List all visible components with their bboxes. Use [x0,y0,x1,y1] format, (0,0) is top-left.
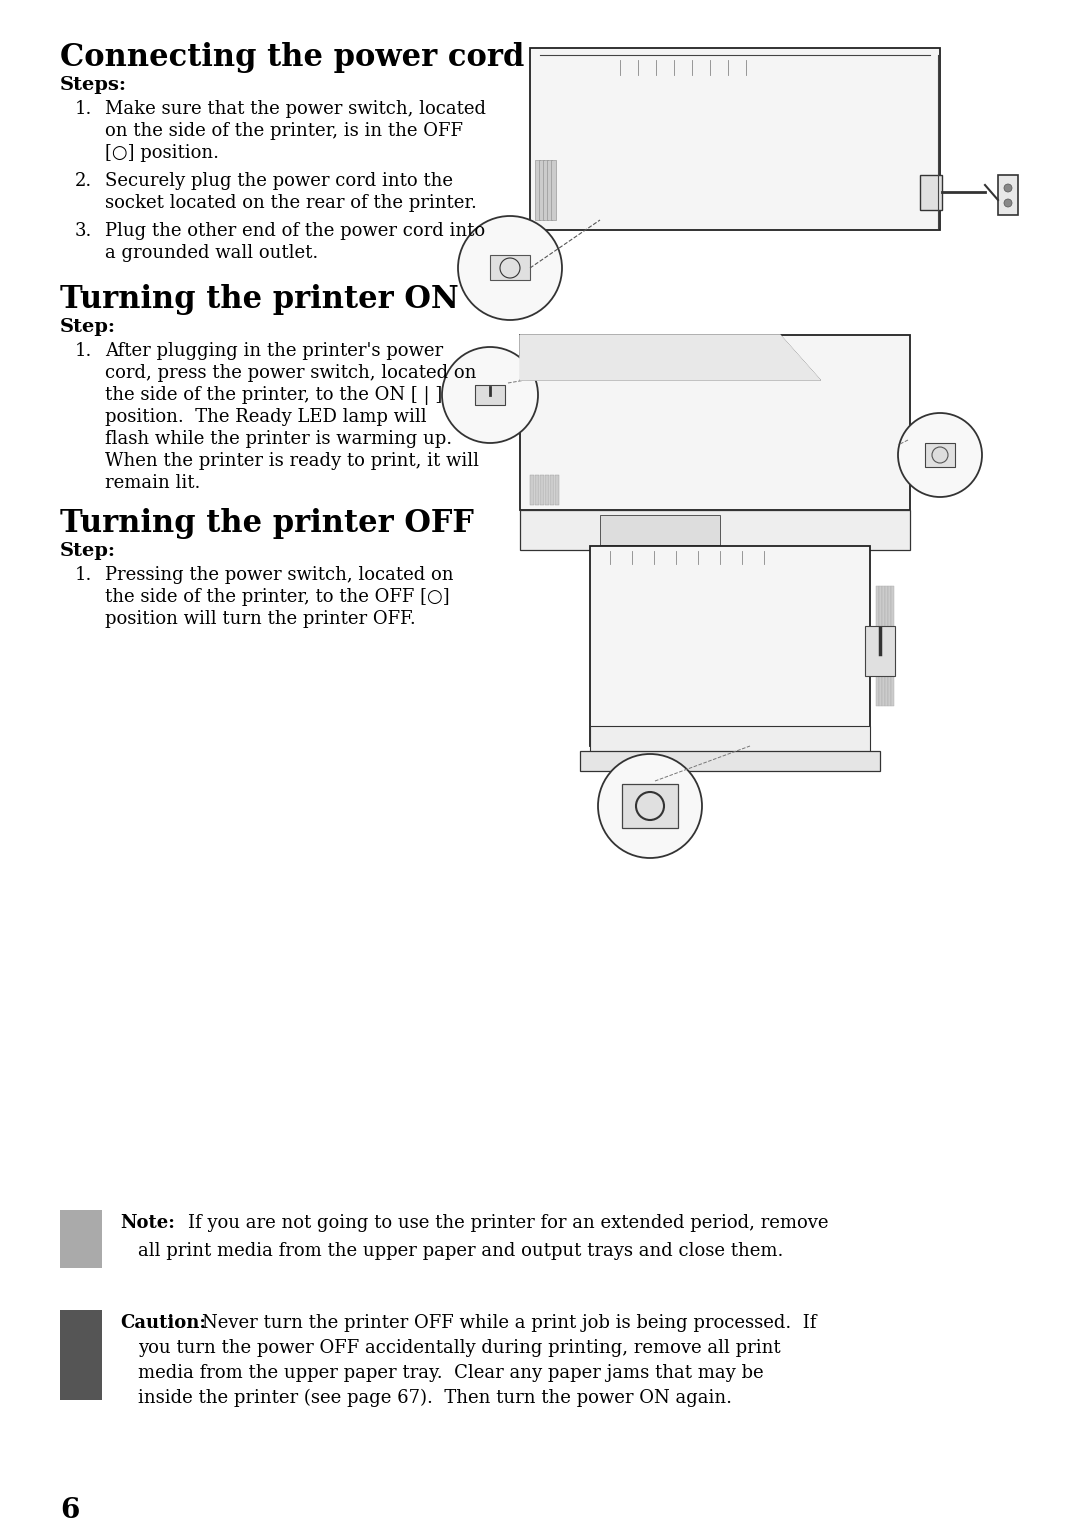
Bar [490,255,530,280]
Circle shape [1004,183,1012,193]
Text: Never turn the printer OFF while a print job is being processed.  If: Never turn the printer OFF while a print… [202,1313,816,1332]
Text: you turn the power OFF accidentally during printing, remove all print: you turn the power OFF accidentally duri… [138,1339,781,1358]
Text: Plug the other end of the power cord into: Plug the other end of the power cord int… [105,222,485,240]
Text: Turning the printer ON: Turning the printer ON [60,284,459,315]
Circle shape [897,413,982,497]
Text: the side of the printer, to the OFF [○]: the side of the printer, to the OFF [○] [105,589,449,605]
Text: 1.: 1. [75,99,93,118]
Bar [879,586,882,706]
Text: Note:: Note: [120,1214,175,1232]
Bar [622,784,678,829]
Text: Make sure that the power switch, located: Make sure that the power switch, located [105,99,486,118]
Text: Connecting the power cord: Connecting the power cord [60,41,525,73]
Text: 1.: 1. [75,342,93,359]
Text: Caution:: Caution: [120,1313,206,1332]
Polygon shape [519,335,820,381]
Text: 1.: 1. [75,566,93,584]
Bar [590,546,870,746]
Circle shape [458,216,562,320]
Text: the side of the printer, to the ON [ | ]: the side of the printer, to the ON [ | ] [105,385,442,405]
Text: After plugging in the printer's power: After plugging in the printer's power [105,342,443,359]
Circle shape [598,754,702,858]
Text: Step:: Step: [60,318,116,336]
Bar [876,586,879,706]
Text: position will turn the printer OFF.: position will turn the printer OFF. [105,610,416,628]
Bar [530,476,534,505]
Bar [535,476,539,505]
Text: Steps:: Steps: [60,76,127,93]
Circle shape [932,446,948,463]
Text: 6: 6 [60,1497,79,1524]
Text: a grounded wall outlet.: a grounded wall outlet. [105,245,319,261]
Bar [543,161,548,220]
Bar [475,385,505,405]
Text: Securely plug the power cord into the: Securely plug the power cord into the [105,171,453,190]
Bar [891,586,894,706]
Bar [888,586,891,706]
Bar [551,161,556,220]
Bar [600,515,720,544]
Bar [580,751,880,771]
Bar [60,1209,102,1268]
Bar [60,1310,102,1401]
Text: socket located on the rear of the printer.: socket located on the rear of the printe… [105,194,477,213]
Text: 2.: 2. [75,171,92,190]
Text: all print media from the upper paper and output trays and close them.: all print media from the upper paper and… [138,1242,783,1260]
Text: Turning the printer OFF: Turning the printer OFF [60,508,474,540]
Circle shape [442,347,538,443]
Text: media from the upper paper tray.  Clear any paper jams that may be: media from the upper paper tray. Clear a… [138,1364,764,1382]
Bar [924,443,955,466]
Text: [○] position.: [○] position. [105,144,219,162]
Bar [590,726,870,755]
Bar [535,161,540,220]
Text: position.  The Ready LED lamp will: position. The Ready LED lamp will [105,408,427,427]
Bar [885,586,888,706]
Bar [998,174,1018,216]
Text: If you are not going to use the printer for an extended period, remove: If you are not going to use the printer … [188,1214,828,1232]
Text: Pressing the power switch, located on: Pressing the power switch, located on [105,566,454,584]
Bar [545,476,549,505]
Text: Step:: Step: [60,541,116,560]
Text: inside the printer (see page 67).  Then turn the power ON again.: inside the printer (see page 67). Then t… [138,1388,732,1407]
Text: cord, press the power switch, located on: cord, press the power switch, located on [105,364,476,382]
Bar [555,476,559,505]
Text: remain lit.: remain lit. [105,474,201,492]
Circle shape [1004,199,1012,206]
Bar [550,476,554,505]
Text: flash while the printer is warming up.: flash while the printer is warming up. [105,430,453,448]
Bar [882,586,885,706]
Text: on the side of the printer, is in the OFF: on the side of the printer, is in the OF… [105,122,463,141]
Bar [530,47,940,229]
Bar [546,161,552,220]
Bar [540,476,544,505]
Bar [539,161,544,220]
Text: 3.: 3. [75,222,93,240]
Text: When the printer is ready to print, it will: When the printer is ready to print, it w… [105,453,480,469]
Bar [920,174,942,209]
Bar [865,625,895,676]
Bar [519,335,910,511]
Bar [519,511,910,550]
